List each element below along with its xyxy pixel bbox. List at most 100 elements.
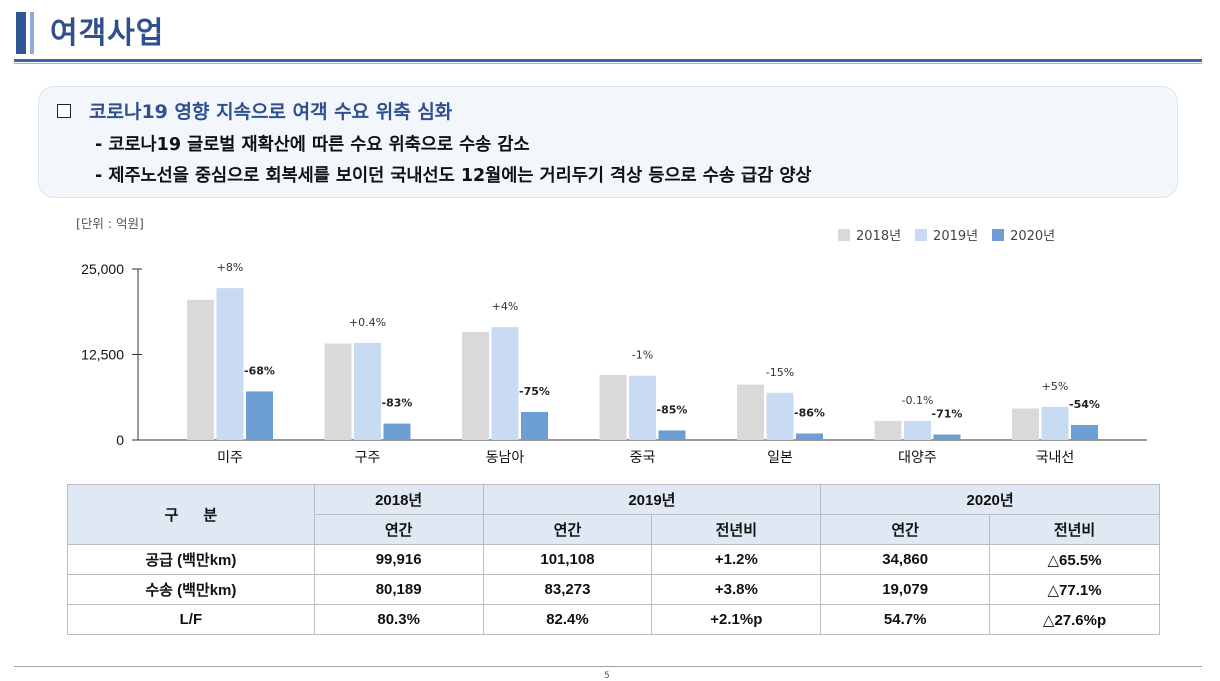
bar-2019년-일본 — [766, 392, 794, 440]
bar-2020년-중국 — [658, 430, 686, 440]
footer-divider — [14, 666, 1202, 667]
legend-label-2020: 2020년 — [1010, 229, 1056, 244]
table-cell: 80,189 — [313, 574, 484, 605]
change-2020-label: -85% — [657, 403, 688, 416]
chart-unit-label: [단위 : 억원] — [76, 216, 144, 231]
change-2019-label: -0.1% — [902, 394, 934, 407]
table-cell: △27.6%p — [989, 604, 1160, 635]
table-cell: △65.5% — [989, 544, 1160, 575]
summary-heading: 코로나19 영향 지속으로 여객 수요 위축 심화 — [89, 101, 453, 123]
passenger-stats-table: 구 분 2018년 2019년 2020년 연간 연간 전년비 연간 전년비 공… — [67, 484, 1160, 635]
bar-2020년-대양주 — [933, 434, 961, 440]
table-subheader-2020-annual: 연간 — [820, 514, 991, 545]
table-cell-label: L/F — [67, 604, 315, 635]
legend-label-2019: 2019년 — [933, 229, 979, 244]
legend-label-2018: 2018년 — [856, 229, 902, 244]
bar-2020년-일본 — [796, 433, 823, 440]
table-cell: 99,916 — [313, 544, 484, 575]
change-2020-label: -86% — [794, 407, 825, 420]
change-2019-label: -15% — [766, 366, 794, 379]
bar-chart: 25,000 12,500 0 +8% -68% 미주 +0.4% -83% 구주 +4% -75%… — [81, 261, 1147, 466]
summary-box: 코로나19 영향 지속으로 여객 수요 위축 심화 - 코로나19 글로벌 재확… — [38, 86, 1178, 198]
change-2019-label: +0.4% — [349, 316, 386, 329]
table-header-category: 구 분 — [67, 484, 315, 545]
title-accent-bar-light — [30, 12, 34, 54]
bar-2019년-동남아 — [491, 327, 519, 440]
bar-2020년-국내선 — [1071, 424, 1098, 440]
bar-2018년-중국 — [599, 375, 627, 440]
legend-item-2019: 2019년 — [915, 225, 978, 244]
table-cell: 101,108 — [482, 544, 653, 575]
table-cell: 54.7% — [820, 604, 991, 635]
table-subheader-2020-yoy: 전년비 — [989, 514, 1160, 545]
bar-2018년-대양주 — [874, 420, 902, 440]
table-header-2018: 2018년 — [313, 484, 484, 515]
table-cell: 34,860 — [820, 544, 991, 575]
table-header-2019: 2019년 — [482, 484, 822, 515]
change-2020-label: -71% — [932, 408, 963, 421]
legend-item-2018: 2018년 — [838, 225, 901, 244]
change-2020-label: -54% — [1069, 398, 1100, 411]
table-cell: +2.1%p — [651, 604, 822, 635]
title-divider — [14, 59, 1202, 62]
bar-2020년-동남아 — [521, 411, 548, 440]
y-tick-label: 12,500 — [81, 347, 124, 363]
table-row-load-factor: L/F 80.3% 82.4% +2.1%p 54.7% △27.6%p — [67, 604, 1160, 635]
bar-2018년-구주 — [324, 343, 352, 440]
change-2019-label: +4% — [492, 300, 519, 313]
table-row-traffic: 수송 (백만km) 80,189 83,273 +3.8% 19,079 △77… — [67, 574, 1160, 605]
category-label: 중국 — [630, 450, 656, 466]
summary-bullet-1: - 코로나19 글로벌 재확산에 따른 수요 위축으로 수송 감소 — [95, 135, 530, 155]
bar-2020년-구주 — [383, 423, 411, 440]
category-label: 미주 — [217, 450, 243, 466]
chart-legend: 2018년 2019년 2020년 — [838, 225, 1055, 244]
table-cell-label: 공급 (백만km) — [67, 544, 315, 575]
bar-2018년-국내선 — [1012, 408, 1039, 440]
legend-swatch-2019 — [915, 228, 928, 241]
y-tick-label: 0 — [116, 432, 124, 448]
y-tick-label: 25,000 — [81, 261, 124, 277]
table-cell: 80.3% — [313, 604, 484, 635]
table-cell-label: 수송 (백만km) — [67, 574, 315, 605]
bar-2019년-구주 — [354, 342, 381, 440]
bar-2018년-일본 — [737, 384, 764, 440]
table-cell: △77.1% — [989, 574, 1160, 605]
page-title: 여객사업 — [50, 16, 165, 51]
summary-heading-row: 코로나19 영향 지속으로 여객 수요 위축 심화 — [57, 97, 452, 124]
legend-swatch-2018 — [838, 228, 850, 241]
table-header-2020: 2020년 — [820, 484, 1160, 515]
legend-swatch-2020 — [992, 228, 1005, 241]
bar-2019년-대양주 — [904, 420, 931, 440]
table-cell: 82.4% — [482, 604, 653, 635]
bar-2018년-동남아 — [462, 331, 489, 440]
title-divider-thin — [14, 63, 1202, 64]
bar-2019년-중국 — [629, 375, 656, 440]
table-subheader-2019-yoy: 전년비 — [651, 514, 822, 545]
table-subheader-2018-annual: 연간 — [313, 514, 484, 545]
change-2019-label: +5% — [1042, 380, 1069, 393]
table-cell: +1.2% — [651, 544, 822, 575]
bar-2020년-미주 — [246, 391, 273, 440]
category-label: 대양주 — [898, 450, 937, 466]
category-label: 동남아 — [486, 450, 525, 466]
change-2020-label: -68% — [244, 364, 275, 377]
legend-item-2020: 2020년 — [992, 225, 1055, 244]
change-2019-label: +8% — [217, 261, 244, 274]
change-2020-label: -75% — [519, 385, 550, 398]
table-cell: 83,273 — [482, 574, 653, 605]
title-accent-bar — [16, 12, 26, 54]
table-row-supply: 공급 (백만km) 99,916 101,108 +1.2% 34,860 △6… — [67, 544, 1160, 575]
page-number: 5 — [604, 671, 610, 681]
table-cell: 19,079 — [820, 574, 991, 605]
summary-bullet-2: - 제주노선을 중심으로 회복세를 보이던 국내선도 12월에는 거리두기 격상… — [95, 166, 812, 186]
category-label: 일본 — [767, 450, 793, 466]
change-2020-label: -83% — [382, 397, 413, 410]
square-bullet-icon — [57, 103, 71, 118]
category-label: 구주 — [355, 450, 381, 466]
bar-2018년-미주 — [187, 299, 214, 440]
table-subheader-2019-annual: 연간 — [482, 514, 653, 545]
category-label: 국내선 — [1036, 450, 1075, 466]
bar-2019년-미주 — [216, 288, 244, 440]
bar-2019년-국내선 — [1041, 406, 1069, 440]
table-cell: +3.8% — [651, 574, 822, 605]
